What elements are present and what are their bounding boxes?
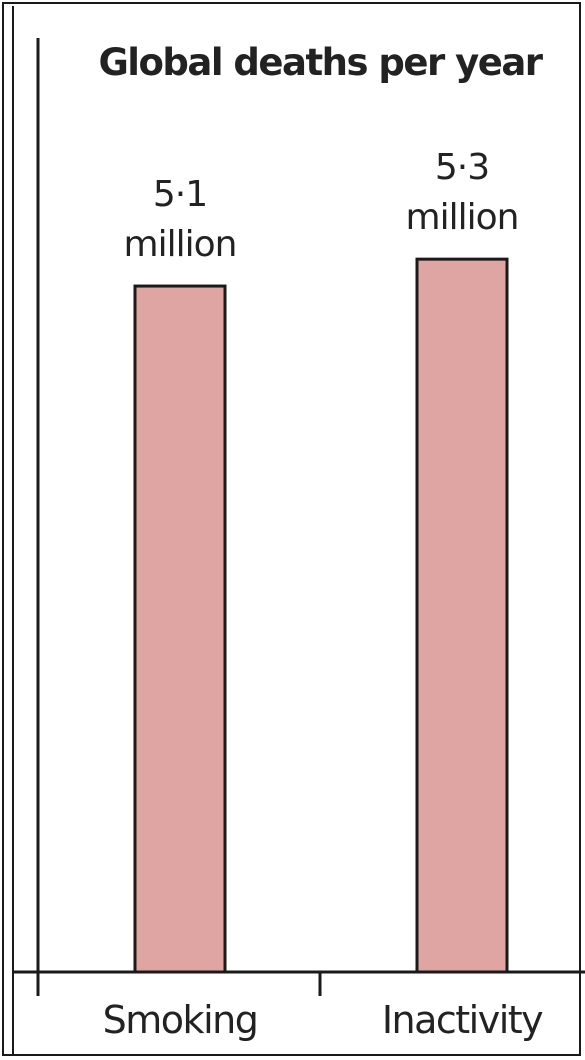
x-tick-label-smoking: Smoking [103, 998, 258, 1042]
value-label-smoking-1: million [124, 224, 237, 265]
chart-title: Global deaths per year [98, 41, 543, 84]
value-label-smoking-0: 5·1 [153, 174, 207, 215]
bar-smoking [133, 284, 227, 974]
value-label-inactivity-1: million [406, 197, 519, 238]
value-label-inactivity-0: 5·3 [435, 147, 489, 188]
bar-inactivity [415, 257, 509, 974]
x-tick-label-inactivity: Inactivity [382, 998, 543, 1042]
frame-inner-line [12, 6, 14, 1056]
